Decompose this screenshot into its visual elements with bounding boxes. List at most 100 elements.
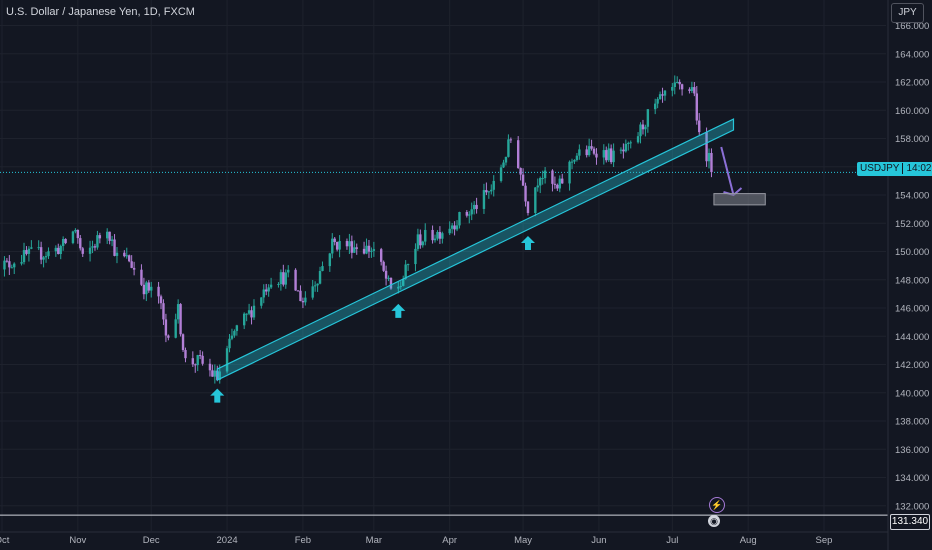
x-tick-label: Aug bbox=[740, 535, 757, 546]
candle-body bbox=[561, 178, 564, 184]
projection-arrow[interactable] bbox=[720, 146, 735, 196]
candle bbox=[301, 297, 305, 309]
support-arrow-icon[interactable] bbox=[520, 236, 535, 251]
candle bbox=[499, 164, 503, 183]
candle-body bbox=[132, 267, 136, 270]
lightning-icon[interactable]: ⚡ bbox=[709, 497, 725, 513]
candle bbox=[526, 201, 530, 216]
candle bbox=[228, 334, 231, 353]
candle bbox=[37, 240, 40, 251]
candle bbox=[27, 246, 31, 262]
candle-body bbox=[414, 248, 417, 265]
candle bbox=[389, 277, 393, 290]
candle bbox=[142, 277, 146, 300]
candle bbox=[673, 75, 676, 95]
candle bbox=[194, 363, 197, 373]
candle bbox=[311, 280, 314, 300]
candle bbox=[93, 243, 97, 251]
candle-body bbox=[402, 278, 405, 286]
candle bbox=[690, 81, 694, 93]
candle-body bbox=[10, 267, 13, 269]
candle-body bbox=[678, 81, 681, 85]
candle bbox=[245, 313, 248, 322]
candle bbox=[313, 281, 317, 292]
candle-body bbox=[30, 247, 33, 249]
currency-button[interactable]: JPY bbox=[891, 3, 924, 23]
candle-body bbox=[431, 229, 434, 241]
target-icon[interactable]: ◉ bbox=[708, 515, 720, 527]
candle bbox=[568, 160, 571, 191]
candle-body bbox=[653, 103, 657, 110]
candle-body bbox=[76, 229, 80, 239]
candle-body bbox=[492, 180, 495, 190]
candle bbox=[710, 148, 713, 178]
candle bbox=[404, 260, 407, 280]
candle-body bbox=[698, 120, 701, 133]
candle bbox=[414, 243, 417, 272]
candle bbox=[345, 238, 349, 250]
y-tick-label: 136.000 bbox=[895, 445, 929, 456]
candle bbox=[44, 251, 48, 263]
candle bbox=[507, 134, 510, 158]
candle-body bbox=[570, 161, 574, 163]
candle-body bbox=[128, 255, 131, 262]
support-arrow-icon[interactable] bbox=[210, 388, 225, 403]
candle bbox=[450, 222, 454, 234]
candle-body bbox=[252, 305, 256, 318]
candle-body bbox=[472, 204, 476, 210]
candle bbox=[20, 254, 23, 266]
target-zone-box[interactable] bbox=[713, 193, 766, 206]
drawing-annotations[interactable] bbox=[210, 118, 766, 403]
x-tick-label: Jul bbox=[666, 535, 678, 546]
candle-body bbox=[242, 313, 246, 326]
candle-body bbox=[54, 247, 58, 252]
x-tick-label: Oct bbox=[0, 535, 10, 546]
candle bbox=[355, 243, 358, 255]
candle bbox=[252, 299, 256, 320]
support-arrow-icon[interactable] bbox=[391, 303, 406, 318]
candle-body bbox=[260, 297, 263, 306]
candle-body bbox=[455, 225, 459, 230]
candle bbox=[646, 109, 650, 133]
candle bbox=[656, 97, 659, 109]
candle-body bbox=[553, 183, 557, 185]
candle-body bbox=[294, 269, 297, 291]
candle-body bbox=[658, 94, 662, 100]
candle bbox=[384, 265, 388, 286]
candle bbox=[372, 241, 376, 257]
y-tick-label: 150.000 bbox=[895, 247, 929, 258]
candle-body bbox=[499, 167, 503, 181]
x-tick-label: May bbox=[514, 535, 532, 546]
candle bbox=[213, 364, 217, 384]
candle-body bbox=[379, 249, 383, 262]
candle bbox=[201, 351, 204, 366]
candle-body bbox=[269, 284, 273, 288]
y-tick-label: 132.000 bbox=[895, 501, 929, 512]
candle bbox=[211, 364, 214, 377]
time-axis[interactable]: Oct Nov Dec 2024 Feb Mar Apr May Jun Jul Aug Sep bbox=[0, 531, 888, 546]
candle bbox=[191, 351, 195, 367]
candle bbox=[3, 256, 6, 277]
candle bbox=[316, 283, 319, 292]
candle bbox=[159, 294, 163, 310]
candle bbox=[695, 86, 698, 125]
candle-body bbox=[233, 330, 236, 336]
candle bbox=[382, 260, 385, 272]
candle bbox=[416, 228, 420, 251]
candle-body bbox=[519, 168, 522, 175]
candle bbox=[230, 328, 234, 341]
candle-body bbox=[225, 348, 229, 372]
candle-body bbox=[365, 245, 368, 254]
candle bbox=[225, 345, 229, 374]
candle-body bbox=[265, 289, 268, 292]
candle bbox=[328, 252, 332, 272]
trend-channel[interactable] bbox=[216, 118, 735, 381]
candle bbox=[284, 269, 287, 289]
candle bbox=[265, 283, 268, 296]
candle bbox=[629, 140, 632, 149]
y-tick-label: 160.000 bbox=[895, 106, 929, 117]
candle bbox=[433, 234, 437, 243]
candle bbox=[184, 347, 187, 363]
price-axis[interactable]: 132.000 134.000 136.000 138.000 140.000 142.0… bbox=[887, 0, 929, 550]
